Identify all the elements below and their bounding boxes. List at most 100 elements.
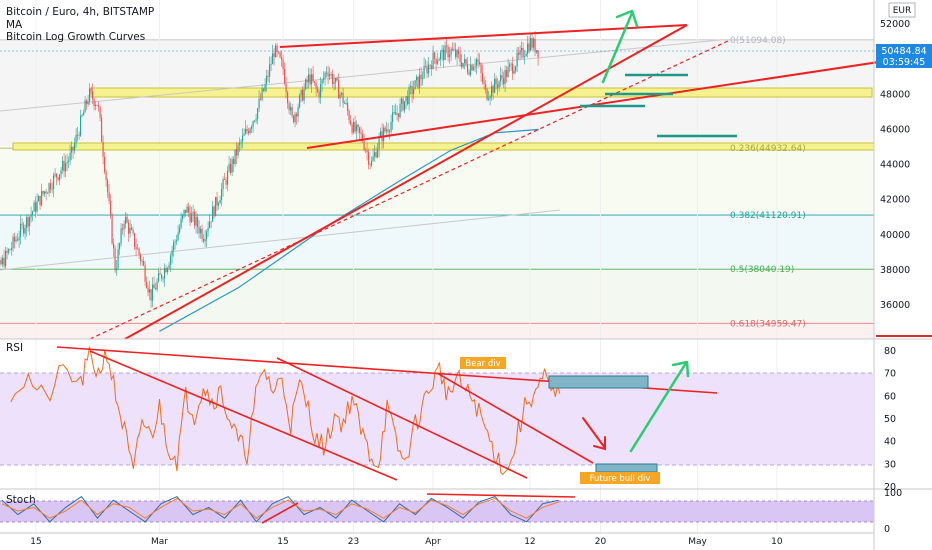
candle-body xyxy=(72,146,74,151)
candle-body xyxy=(0,259,2,265)
candle-body xyxy=(435,58,437,64)
ma-legend[interactable]: MA xyxy=(6,19,23,31)
candle-body xyxy=(10,247,13,250)
rsi-axis[interactable]: 20 30 40 50 60 70 80 xyxy=(884,346,896,493)
candle-body xyxy=(294,113,296,123)
rsi-tick-label: 20 xyxy=(884,482,896,493)
candle-body xyxy=(166,268,169,273)
candle-body xyxy=(453,49,455,51)
candle-body xyxy=(396,113,398,115)
candle-body xyxy=(178,227,181,233)
candle-body xyxy=(415,76,418,81)
candle-body xyxy=(403,101,406,111)
candle-body xyxy=(421,78,424,80)
candle-body xyxy=(216,197,218,206)
candle-body xyxy=(184,209,187,213)
candle-body xyxy=(31,211,34,215)
candle-body xyxy=(258,98,260,109)
candle-body xyxy=(121,228,124,230)
last-price-tag[interactable] xyxy=(876,44,932,68)
candle-body xyxy=(334,78,337,83)
candle-body xyxy=(16,239,19,241)
candle-body xyxy=(372,156,374,161)
candle-body xyxy=(385,129,388,132)
candle-body xyxy=(484,84,487,90)
candle-body xyxy=(64,163,67,172)
candle-body xyxy=(363,141,365,150)
candle-body xyxy=(90,88,92,92)
currency-badge[interactable] xyxy=(888,2,916,18)
growth-curves-legend[interactable]: Bitcoin Log Growth Curves xyxy=(6,31,145,43)
candle-body xyxy=(465,59,467,65)
symbol-legend[interactable]: Bitcoin / Euro, 4h, BITSTAMP xyxy=(6,6,154,18)
candle-body xyxy=(331,73,334,85)
candle-body xyxy=(193,211,196,226)
candle-body xyxy=(268,64,271,77)
candle-body xyxy=(154,288,157,290)
candle-body xyxy=(12,236,14,248)
stoch-axis[interactable]: 0 100 xyxy=(884,488,902,535)
candle-body xyxy=(145,281,148,288)
candle-body xyxy=(357,124,359,128)
rsi-tick-label: 50 xyxy=(884,414,896,425)
candle-body xyxy=(424,65,427,67)
fib-band-2 xyxy=(0,214,874,269)
candle-body xyxy=(106,180,109,193)
support-zone-upper[interactable] xyxy=(90,87,873,98)
candle-body xyxy=(120,228,122,244)
candle-body xyxy=(138,248,140,255)
candle-body xyxy=(477,59,479,63)
time-tick-label: Mar xyxy=(151,537,168,547)
candle-body xyxy=(52,175,55,189)
stoch-trendline-left xyxy=(261,502,299,524)
candle-body xyxy=(295,113,298,117)
candle-body xyxy=(172,242,175,251)
candle-body xyxy=(243,133,245,136)
dashed-projection xyxy=(89,39,731,340)
candle-body xyxy=(108,192,110,202)
candle-body xyxy=(460,61,463,68)
candle-body xyxy=(514,66,517,72)
price-tick-label: 46000 xyxy=(880,124,910,135)
candle-body xyxy=(100,117,103,142)
time-axis[interactable]: 15 Mar 15 23 Apr 12 20 May 10 xyxy=(30,537,783,547)
candle-body xyxy=(265,75,268,85)
candle-body xyxy=(183,209,185,215)
rsi-tick-label: 80 xyxy=(884,346,896,357)
fib-label: 0.382(41120.91) xyxy=(730,211,806,221)
candle-body xyxy=(156,281,158,290)
fib-band-1 xyxy=(0,146,874,214)
candle-body xyxy=(399,103,401,118)
future-bull-div-tag[interactable] xyxy=(580,472,660,484)
candle-body xyxy=(226,170,229,185)
candle-body xyxy=(94,104,97,106)
candle-body xyxy=(346,102,349,111)
candle-body xyxy=(337,80,340,99)
rsi-target-box-low xyxy=(595,463,658,473)
stoch-title[interactable]: Stoch xyxy=(6,494,36,506)
candle-body xyxy=(508,64,511,67)
candle-body xyxy=(486,89,488,100)
bear-div-tag[interactable] xyxy=(460,357,506,369)
candle-body xyxy=(511,63,514,74)
candle-body xyxy=(388,131,391,133)
candle-body xyxy=(319,83,322,98)
candle-body xyxy=(339,94,341,99)
candle-body xyxy=(369,164,371,166)
candle-body xyxy=(313,81,316,83)
candle-body xyxy=(135,247,137,250)
candle-body xyxy=(310,74,313,85)
rsi-title[interactable]: RSI xyxy=(6,342,23,354)
candle-body xyxy=(124,216,127,224)
candle-body xyxy=(420,74,422,80)
candle-body xyxy=(463,59,466,64)
candle-body xyxy=(451,48,454,50)
candle-body xyxy=(78,134,80,136)
rsi-band xyxy=(0,373,874,465)
candle-body xyxy=(84,100,86,113)
candle-body xyxy=(169,255,172,265)
candle-body xyxy=(255,119,257,121)
candle-body xyxy=(529,38,532,51)
candle-body xyxy=(402,98,404,111)
